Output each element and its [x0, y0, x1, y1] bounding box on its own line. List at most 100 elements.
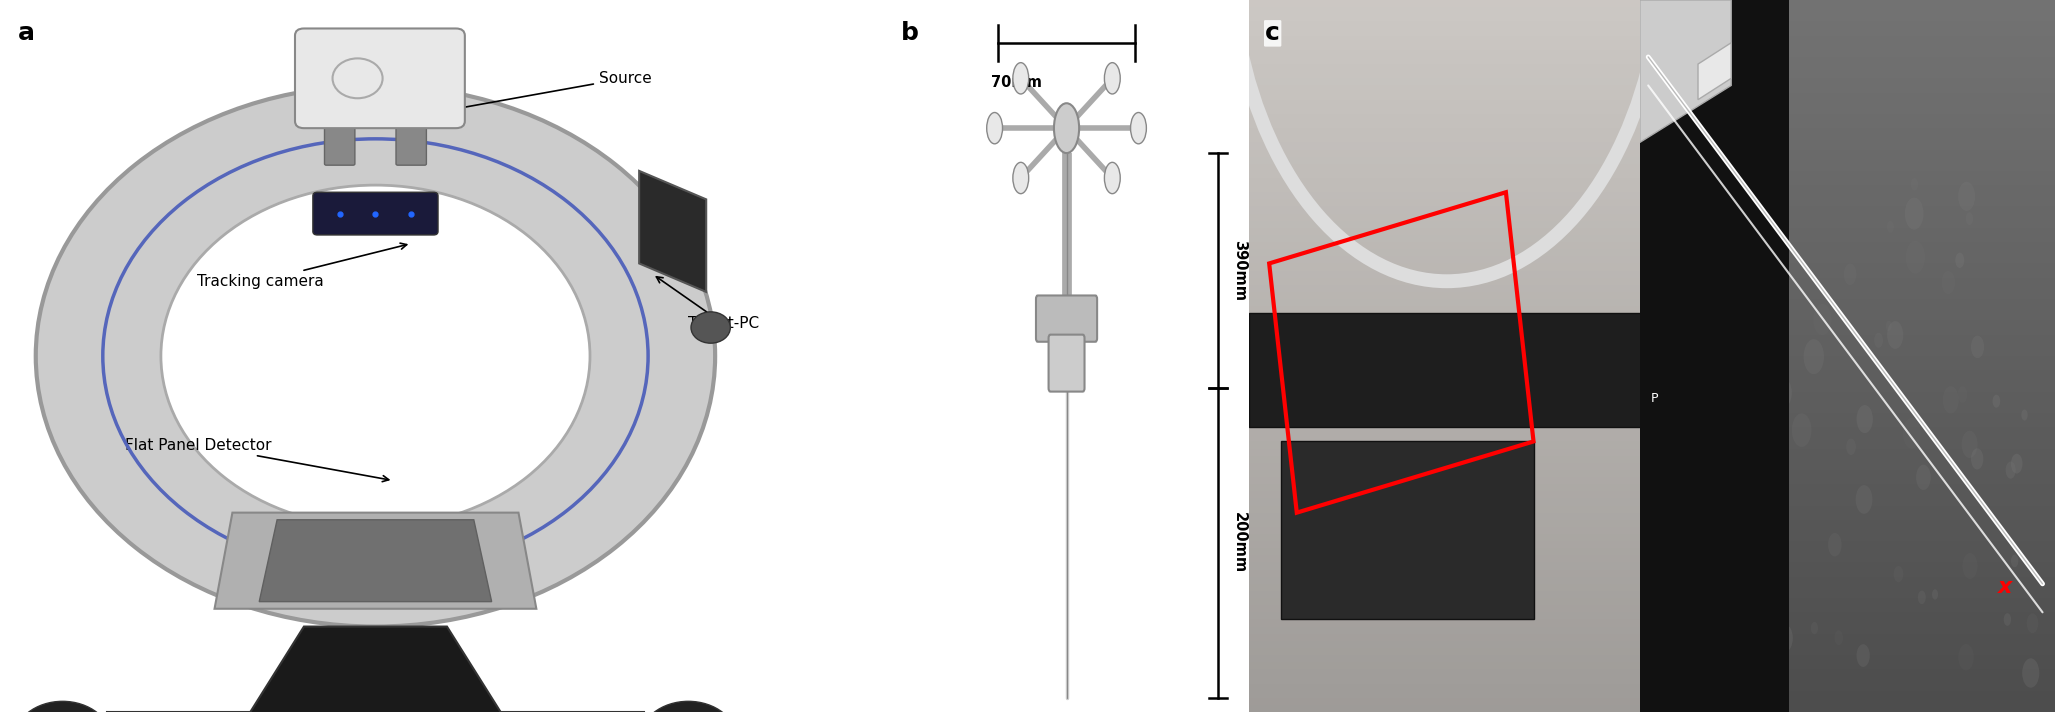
Bar	[1640, 612, 2055, 619]
Bar	[1640, 93, 2055, 100]
Bar	[1249, 676, 1644, 684]
Circle shape	[1104, 63, 1120, 94]
Circle shape	[1767, 636, 1786, 668]
Bar	[1640, 498, 2055, 506]
Text: Source: Source	[452, 70, 651, 112]
Bar	[1249, 491, 1644, 498]
Bar	[1249, 107, 1644, 114]
Bar	[1640, 384, 2055, 392]
Circle shape	[1856, 405, 1872, 433]
Circle shape	[1765, 182, 1780, 208]
Bar	[1640, 577, 2055, 584]
Bar	[1249, 463, 1644, 470]
Circle shape	[1932, 590, 1938, 600]
Bar	[1249, 527, 1644, 534]
Bar	[1640, 278, 2055, 285]
Circle shape	[1776, 624, 1792, 652]
Circle shape	[986, 112, 1003, 144]
Bar	[1249, 349, 1644, 356]
Bar	[1249, 399, 1644, 406]
Bar	[1640, 406, 2055, 413]
Bar	[1249, 377, 1644, 384]
Bar	[1249, 206, 1644, 214]
Bar	[1249, 356, 1644, 363]
Bar	[1640, 399, 2055, 406]
Bar	[1640, 555, 2055, 562]
Bar	[1640, 591, 2055, 598]
Polygon shape	[1249, 313, 1644, 427]
Bar	[1640, 534, 2055, 541]
Bar	[1640, 562, 2055, 570]
Bar	[1640, 377, 2055, 384]
Circle shape	[1741, 611, 1755, 637]
Bar	[1249, 591, 1644, 598]
Circle shape	[1954, 253, 1965, 268]
Circle shape	[1835, 630, 1843, 645]
Circle shape	[1773, 378, 1792, 408]
Circle shape	[1845, 439, 1856, 455]
Circle shape	[1911, 178, 1917, 191]
Text: c: c	[1266, 21, 1280, 46]
Bar	[1249, 498, 1644, 506]
Circle shape	[35, 85, 715, 627]
Bar	[1640, 434, 2055, 441]
Bar	[1249, 598, 1644, 605]
Bar	[1249, 662, 1644, 669]
Bar	[1249, 335, 1644, 342]
Bar	[1249, 278, 1644, 285]
Bar	[1640, 698, 2055, 705]
Circle shape	[2004, 613, 2012, 626]
Bar	[1249, 648, 1644, 655]
Circle shape	[1856, 485, 1872, 514]
Bar	[1249, 121, 1644, 128]
Circle shape	[1915, 465, 1932, 490]
Bar	[1249, 705, 1644, 712]
Bar	[1640, 192, 2055, 199]
Circle shape	[14, 701, 111, 712]
Bar	[1249, 691, 1644, 698]
Bar	[1640, 71, 2055, 78]
Bar	[1249, 64, 1644, 71]
Circle shape	[690, 312, 730, 343]
Bar	[1640, 506, 2055, 513]
Circle shape	[2012, 555, 2018, 567]
Bar	[1249, 221, 1644, 228]
Circle shape	[160, 185, 590, 527]
Polygon shape	[240, 627, 510, 712]
Bar	[1249, 406, 1644, 413]
Bar	[1640, 21, 2055, 28]
Bar	[1640, 142, 2055, 150]
Bar	[1249, 434, 1644, 441]
Bar	[1249, 370, 1644, 377]
Bar	[1249, 684, 1644, 691]
Bar	[1249, 456, 1644, 463]
Circle shape	[1734, 392, 1745, 409]
Bar	[1640, 513, 2055, 520]
Circle shape	[1971, 335, 1985, 358]
Circle shape	[1903, 418, 1921, 449]
Bar	[1249, 0, 1644, 7]
Bar	[1640, 249, 2055, 256]
Bar	[1249, 178, 1644, 185]
Bar	[1249, 164, 1644, 171]
Bar	[1249, 577, 1644, 584]
Bar	[1249, 7, 1644, 14]
Bar	[1640, 484, 2055, 491]
Bar	[1249, 43, 1644, 50]
Bar	[1640, 691, 2055, 698]
Circle shape	[1905, 198, 1923, 230]
FancyBboxPatch shape	[1048, 335, 1085, 392]
Circle shape	[1792, 413, 1810, 447]
Bar	[1249, 441, 1644, 449]
Bar	[1640, 164, 2055, 171]
Bar	[1249, 271, 1644, 278]
Circle shape	[1856, 644, 1870, 667]
Bar	[1249, 477, 1644, 484]
Bar	[1640, 285, 2055, 292]
Bar	[1640, 271, 2055, 278]
Bar	[1640, 619, 2055, 627]
Bar	[1640, 64, 2055, 71]
Text: 390mm: 390mm	[1231, 240, 1247, 301]
FancyBboxPatch shape	[296, 28, 464, 128]
Bar	[1640, 171, 2055, 178]
